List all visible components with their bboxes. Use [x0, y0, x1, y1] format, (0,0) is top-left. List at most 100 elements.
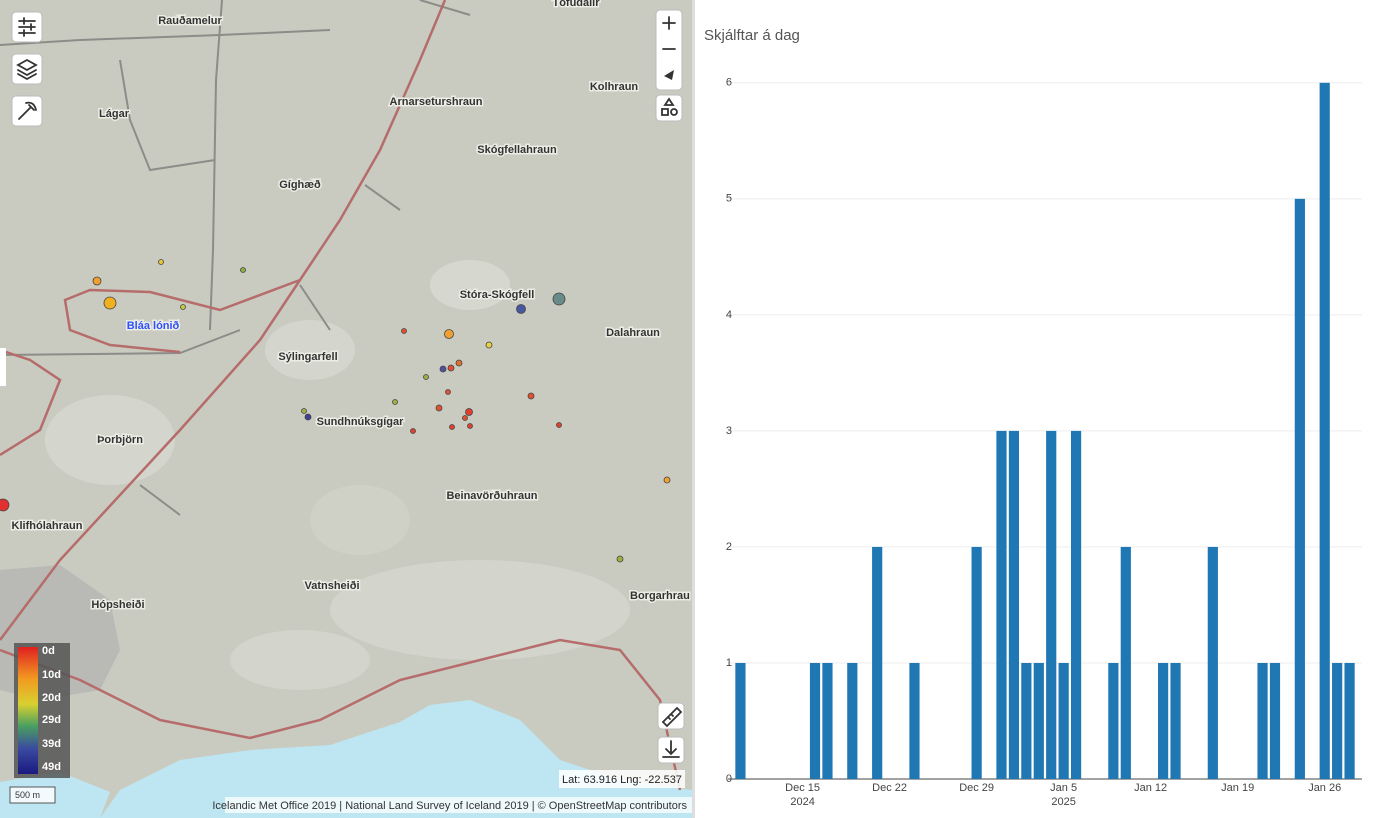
y-tick-label: 3 — [726, 425, 732, 437]
bar — [1033, 662, 1044, 779]
earthquakes — [0, 259, 671, 563]
earthquake — [301, 408, 307, 414]
map[interactable]: Tófudalir Rauðamelur Lágar Arnarseturshr… — [0, 0, 692, 818]
filter-icon — [18, 17, 36, 37]
legend-label: 0d — [42, 645, 55, 657]
coordinates-box — [559, 770, 685, 788]
earthquake — [304, 413, 312, 421]
earthquake — [158, 259, 164, 265]
x-tick-label: Dec 29 — [959, 782, 994, 794]
earthquake — [516, 304, 526, 314]
bar — [847, 662, 858, 779]
map-controls — [0, 9, 685, 764]
earthquake — [92, 276, 102, 286]
zoom-control — [655, 9, 683, 91]
hill — [230, 630, 370, 690]
bar — [1257, 662, 1268, 779]
hill — [430, 260, 510, 310]
place-label: Þorbjörn — [97, 434, 143, 446]
zoom-in[interactable] — [662, 16, 676, 30]
bar — [1170, 662, 1181, 779]
scale-label: 500 m — [15, 790, 40, 800]
hill — [310, 485, 410, 555]
bar — [1269, 662, 1281, 779]
bar — [872, 546, 883, 779]
age-legend: 0d 10d 20d 29d 39d 49d — [14, 643, 70, 778]
place-label: Arnarseturshraun — [390, 96, 483, 108]
x-tick-label: Dec 22 — [872, 782, 907, 794]
attribution-box — [225, 797, 692, 813]
earthquake — [423, 374, 429, 380]
earthquake — [467, 423, 473, 429]
x-tick-label: Dec 15 — [785, 782, 820, 794]
earthquake — [463, 289, 469, 295]
earthquake — [180, 304, 186, 310]
earthquake — [616, 555, 624, 563]
legend-label: 39d — [42, 738, 61, 750]
place-label: Borgarhrau — [630, 590, 690, 602]
place-label: Vatnsheiði — [304, 580, 359, 592]
place-label: Rauðamelur — [158, 15, 222, 27]
bar — [1319, 82, 1330, 780]
bar — [1120, 546, 1131, 779]
scale-box — [9, 786, 56, 804]
bar — [735, 662, 746, 779]
x-tick-label: Jan 5 — [1050, 782, 1077, 794]
chart-title: Skjálftar á dag — [704, 27, 800, 44]
legend-label: 20d — [42, 692, 61, 704]
earthquake — [0, 498, 10, 512]
layers-icon — [16, 58, 38, 81]
place-label: Gíghæð — [279, 179, 321, 191]
earthquake — [240, 267, 246, 273]
legend-label: 49d — [42, 761, 61, 773]
bar — [996, 430, 1007, 779]
place-label: Dalahraun — [606, 327, 660, 339]
coordinates: Lat: 63.916 Lng: -22.537 — [562, 774, 682, 786]
earthquake — [449, 424, 455, 430]
bar — [1294, 198, 1305, 780]
place-label: Klifhólahraun — [12, 520, 83, 532]
y-tick-label: 2 — [726, 541, 732, 553]
hill — [45, 395, 175, 485]
place-label: Bláa lónið — [127, 320, 180, 332]
earthquake — [392, 399, 398, 405]
earthquake — [663, 476, 671, 484]
bar — [909, 662, 920, 779]
download-icon — [662, 740, 680, 758]
place-label: Hópsheiði — [91, 599, 144, 611]
place-label: Stóra-Skógfell — [460, 289, 535, 301]
earthquake — [527, 392, 535, 400]
x-tick-label: 2024 — [790, 796, 814, 808]
place-label: Lágar — [99, 108, 130, 120]
place-label: Skógfellahraun — [477, 144, 557, 156]
earthquake — [444, 329, 454, 339]
earthquake — [435, 404, 443, 412]
bar — [1332, 662, 1343, 779]
bar — [1021, 662, 1032, 779]
bar — [1058, 662, 1069, 779]
sea — [100, 700, 692, 818]
y-tick-label: 4 — [726, 309, 732, 321]
compass[interactable] — [664, 70, 674, 80]
x-tick-label: Jan 26 — [1308, 782, 1341, 794]
hill — [330, 560, 630, 660]
place-label: Kolhraun — [590, 81, 639, 93]
attribution: Icelandic Met Office 2019 | National Lan… — [212, 800, 687, 812]
earthquake — [401, 328, 407, 334]
legend-label: 10d — [42, 669, 61, 681]
road-minor — [0, 0, 471, 516]
panel-handle[interactable] — [0, 348, 6, 386]
bar — [1344, 662, 1355, 779]
earthquake — [485, 341, 493, 349]
tool-icon — [18, 101, 37, 120]
place-label: Sýlingarfell — [278, 351, 337, 363]
earthquake — [465, 408, 473, 416]
shapes-icon — [661, 97, 678, 116]
measure-icon — [661, 706, 683, 728]
hill — [265, 320, 355, 380]
measure-button[interactable] — [657, 702, 685, 730]
bar — [1158, 662, 1169, 779]
place-label: Sundhnúksgígar — [317, 416, 405, 428]
earthquake — [552, 292, 566, 306]
